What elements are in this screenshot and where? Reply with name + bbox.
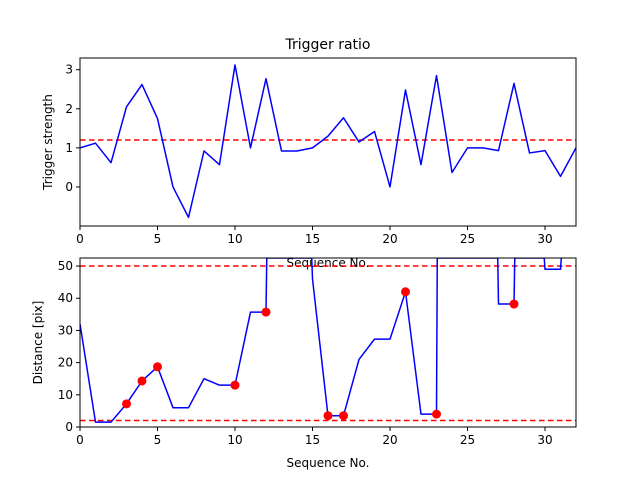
x-tick-label: 15 xyxy=(305,232,320,246)
x-tick-label: 20 xyxy=(382,232,397,246)
x-tick-label: 30 xyxy=(537,232,552,246)
y-tick-label: 1 xyxy=(65,141,73,155)
x-tick-label: 0 xyxy=(76,433,84,447)
x-axis-label: Sequence No. xyxy=(287,456,370,470)
x-tick-label: 5 xyxy=(154,433,162,447)
data-point xyxy=(137,376,147,386)
x-tick-label: 25 xyxy=(460,232,475,246)
y-axis-label: Trigger strength xyxy=(41,94,55,191)
y-tick-label: 3 xyxy=(65,63,73,77)
x-tick-label: 30 xyxy=(537,433,552,447)
series-line xyxy=(80,258,563,423)
y-tick-label: 40 xyxy=(58,291,73,305)
y-tick-label: 0 xyxy=(65,180,73,194)
x-tick-label: 5 xyxy=(154,232,162,246)
data-point xyxy=(230,380,240,390)
plot-area xyxy=(80,64,576,219)
x-tick-label: 25 xyxy=(460,433,475,447)
data-point xyxy=(261,307,271,317)
chart-panel-2: 0 5 10 15 20 25 30 0 10 20 30 40 50 Sequence No. Dista… xyxy=(31,257,577,470)
axes-frame xyxy=(79,57,577,227)
x-tick-label: 20 xyxy=(382,433,397,447)
plot-area xyxy=(80,258,576,423)
y-tick-label: 50 xyxy=(58,259,73,273)
y-tick-label: 20 xyxy=(58,356,73,370)
x-tick-label: 0 xyxy=(76,232,84,246)
y-axis-label: Distance [pix] xyxy=(31,301,45,385)
y-tick-label: 10 xyxy=(58,388,73,402)
x-tick-label: 15 xyxy=(305,433,320,447)
data-point xyxy=(432,409,441,419)
data-point xyxy=(339,411,348,421)
y-tick-label: 30 xyxy=(58,323,73,337)
data-point xyxy=(401,287,410,297)
data-point xyxy=(122,399,131,409)
y-tick-label: 0 xyxy=(65,420,73,434)
y-tick-label: 2 xyxy=(65,102,73,116)
x-tick-label: 10 xyxy=(227,232,242,246)
data-point xyxy=(323,411,333,421)
chart-title: Trigger ratio xyxy=(284,37,370,53)
data-point xyxy=(153,362,162,372)
x-tick-label: 10 xyxy=(227,433,242,447)
axes-frame xyxy=(79,257,577,428)
data-point xyxy=(509,299,519,309)
series-line xyxy=(80,64,576,219)
